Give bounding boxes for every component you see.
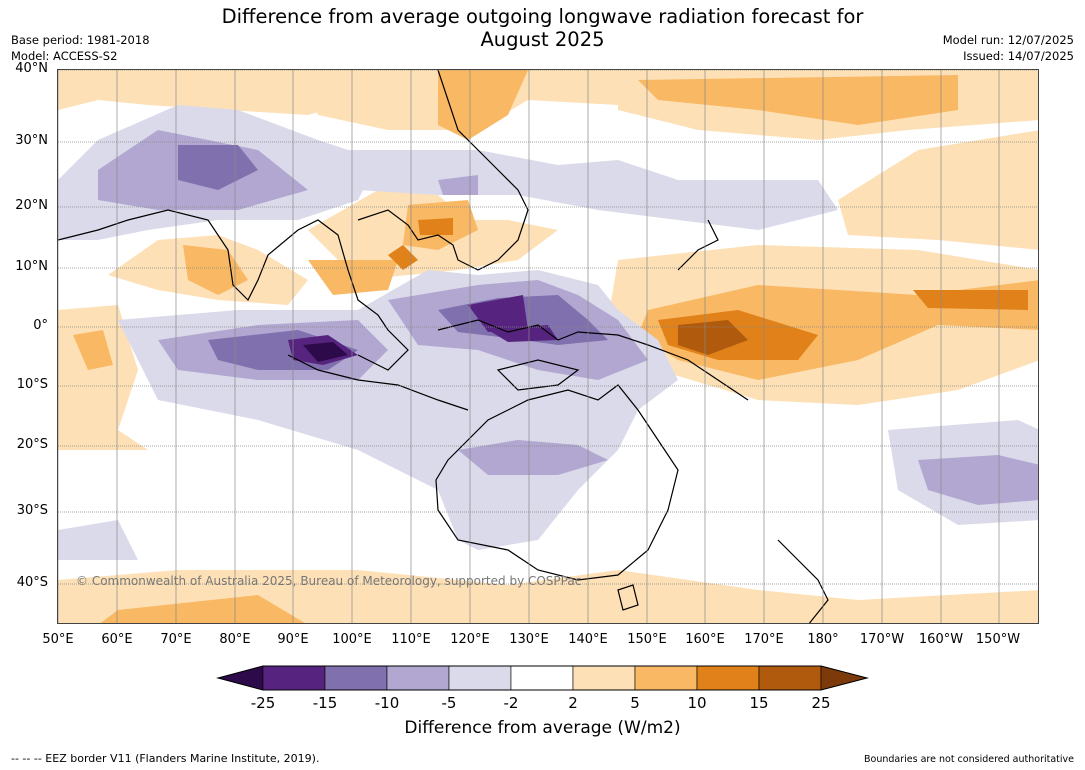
lon-label-60e: 60°E	[101, 632, 133, 647]
colorbar-swatch-8	[696, 665, 760, 691]
lon-label-50e: 50°E	[42, 632, 74, 647]
chart-title: Difference from average outgoing longwav…	[0, 5, 1085, 51]
colorbar-swatch-7	[634, 665, 698, 691]
lon-label-80e: 80°E	[219, 632, 251, 647]
map-panel	[57, 69, 1039, 624]
colorbar-tick: 25	[811, 694, 831, 712]
lat-label-40s: 40°S	[16, 575, 48, 590]
colorbar	[216, 665, 869, 691]
colorbar-swatch-6	[572, 665, 636, 691]
lon-label-90e: 90°E	[277, 632, 309, 647]
lon-label-150w: 150°W	[975, 632, 1021, 647]
colorbar-swatch-4	[448, 665, 512, 691]
colorbar-swatch-1	[262, 665, 326, 691]
lon-label-120e: 120°E	[450, 632, 490, 647]
issued-date: Issued: 14/07/2025	[963, 49, 1074, 63]
anomaly-map	[58, 70, 1038, 623]
colorbar-tick: -5	[441, 694, 457, 712]
colorbar-min-arrow	[216, 665, 264, 691]
base-period: Base period: 1981-2018	[11, 33, 150, 47]
eez-border-note: -- -- -- EEZ border V11 (Flanders Marine…	[11, 752, 320, 765]
lon-label-170e: 170°E	[744, 632, 784, 647]
graticule	[58, 70, 1038, 623]
colorbar-tick: -2	[503, 694, 519, 712]
colorbar-tick: 10	[687, 694, 707, 712]
lat-label-0: 0°	[33, 318, 48, 333]
colorbar-swatch-9	[758, 665, 822, 691]
lon-label-110e: 110°E	[391, 632, 431, 647]
colorbar-swatch-5	[510, 665, 574, 691]
coastlines	[58, 70, 829, 623]
colorbar-tick: 15	[749, 694, 769, 712]
lon-label-100e: 100°E	[332, 632, 372, 647]
colorbar-tick: -25	[250, 694, 276, 712]
colorbar-tick: 2	[568, 694, 578, 712]
colorbar-tick: 5	[630, 694, 640, 712]
colorbar-swatch-2	[324, 665, 388, 691]
lon-label-160w: 160°W	[918, 632, 964, 647]
lat-label-20s: 20°S	[16, 437, 48, 452]
copyright-notice: © Commonwealth of Australia 2025, Bureau…	[76, 574, 582, 588]
colorbar-title: Difference from average (W/m2)	[404, 718, 681, 738]
lon-label-160e: 160°E	[685, 632, 725, 647]
lat-label-40n: 40°N	[15, 61, 48, 76]
lat-label-10n: 10°N	[15, 259, 48, 274]
colorbar-tick: -15	[312, 694, 338, 712]
colorbar-swatch-3	[386, 665, 450, 691]
meta-right: Model run: 12/07/2025 Issued: 14/07/2025	[943, 32, 1074, 64]
lon-label-150e: 150°E	[627, 632, 667, 647]
lat-label-20n: 20°N	[15, 198, 48, 213]
lon-label-180: 180°	[807, 632, 839, 647]
model-name: Model: ACCESS-S2	[11, 49, 118, 63]
meta-left: Base period: 1981-2018 Model: ACCESS-S2	[11, 32, 150, 64]
lat-label-10s: 10°S	[16, 377, 48, 392]
title-line-1: Difference from average outgoing longwav…	[221, 5, 864, 28]
lat-label-30n: 30°N	[15, 133, 48, 148]
lon-label-130e: 130°E	[509, 632, 549, 647]
lon-label-170w: 170°W	[859, 632, 905, 647]
colorbar-max-arrow	[820, 665, 869, 691]
model-run: Model run: 12/07/2025	[942, 33, 1074, 47]
lon-label-140e: 140°E	[568, 632, 608, 647]
title-line-2: August 2025	[480, 28, 605, 51]
lat-label-30s: 30°S	[16, 503, 48, 518]
lon-label-70e: 70°E	[160, 632, 192, 647]
boundaries-disclaimer: Boundaries are not considered authoritat…	[864, 754, 1074, 765]
colorbar-tick: -10	[374, 694, 400, 712]
anomaly-shading	[58, 70, 1038, 623]
